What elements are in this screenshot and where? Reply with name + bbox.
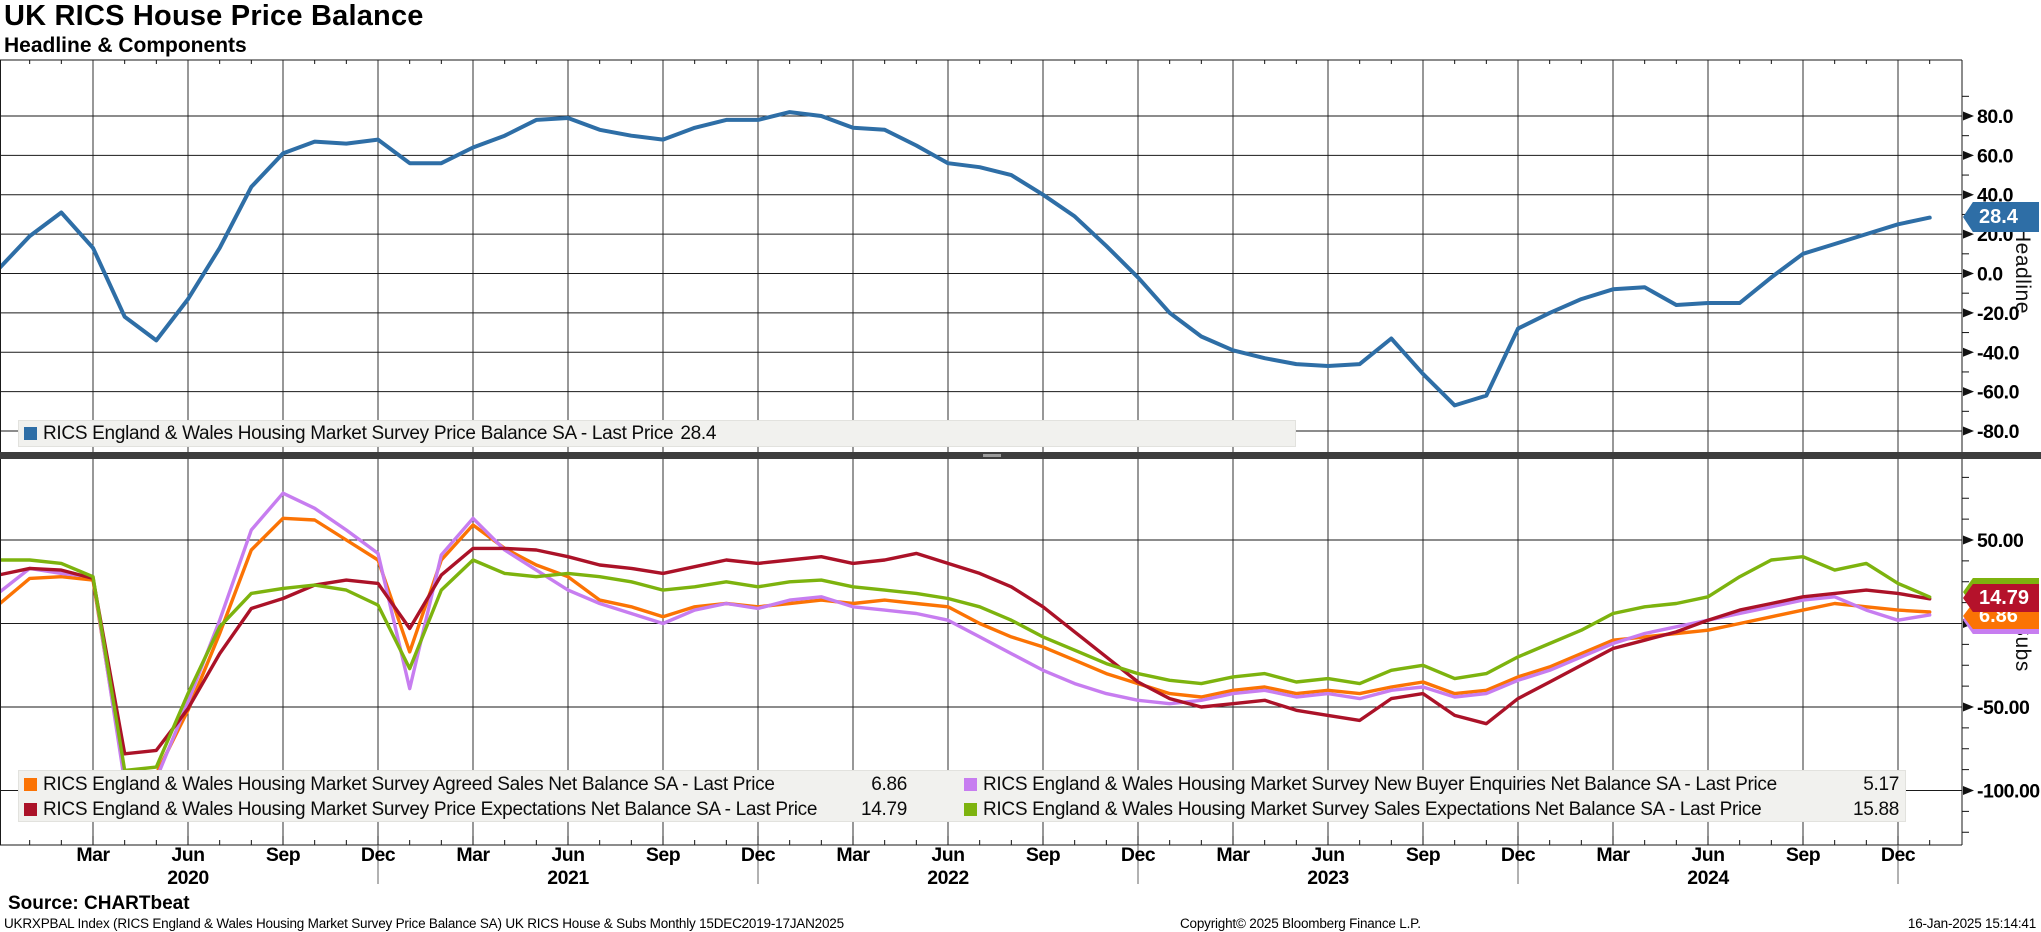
svg-text:Mar: Mar	[836, 844, 870, 866]
svg-text:60.0: 60.0	[1977, 145, 2014, 167]
axis-tick-labels: 80.060.040.020.00.0-20.0-40.0-60.0-80.05…	[76, 106, 2040, 889]
svg-text:Sep: Sep	[1026, 844, 1061, 866]
legend-value-price-expectations: 14.79	[860, 798, 907, 820]
svg-text:Jun: Jun	[1311, 844, 1344, 866]
svg-text:Jun: Jun	[931, 844, 964, 866]
legend-value-price-balance: 28.4	[680, 422, 717, 444]
svg-text:Jun: Jun	[171, 844, 204, 866]
legend-label-price-balance: RICS England & Wales Housing Market Surv…	[43, 422, 674, 444]
svg-text:Dec: Dec	[361, 844, 396, 866]
svg-text:Sep: Sep	[646, 844, 681, 866]
svg-text:-100.00: -100.00	[1977, 781, 2040, 803]
svg-text:Dec: Dec	[1881, 844, 1916, 866]
page-subtitle: Headline & Components	[4, 34, 247, 57]
svg-text:-80.0: -80.0	[1977, 421, 2020, 443]
svg-text:2024: 2024	[1687, 867, 1729, 889]
legend-item-sales-expectations[interactable]: RICS England & Wales Housing Market Surv…	[959, 799, 1907, 821]
svg-text:Mar: Mar	[1216, 844, 1250, 866]
svg-text:-50.00: -50.00	[1977, 697, 2030, 719]
svg-text:Sep: Sep	[266, 844, 301, 866]
svg-text:Mar: Mar	[76, 844, 110, 866]
svg-text:2023: 2023	[1307, 867, 1349, 889]
legend-swatch-price-expectations	[24, 803, 37, 816]
svg-text:50.00: 50.00	[1977, 530, 2024, 552]
legend-item-new-buyer-enquiries[interactable]: RICS England & Wales Housing Market Surv…	[959, 774, 1907, 796]
svg-text:Mar: Mar	[456, 844, 490, 866]
legend-value-sales-expectations: 15.88	[1852, 798, 1899, 820]
footer-timestamp: 16-Jan-2025 15:14:41	[1907, 916, 2036, 931]
last-price-tag-price-expectations[interactable]: 14.79	[1963, 584, 2039, 612]
legend-item-agreed-sales[interactable]: RICS England & Wales Housing Market Surv…	[19, 774, 959, 796]
svg-text:Jun: Jun	[1691, 844, 1724, 866]
panel-borders	[0, 59, 2041, 846]
svg-text:Mar: Mar	[1596, 844, 1630, 866]
legend-item-price-expectations[interactable]: RICS England & Wales Housing Market Surv…	[19, 799, 959, 821]
series-lines	[0, 110, 1932, 784]
panel-resize-handle	[983, 454, 1001, 457]
svg-text:80.0: 80.0	[1977, 106, 2014, 128]
page-title: UK RICS House Price Balance	[4, 0, 424, 32]
last-price-tag-headline[interactable]: 28.4	[1963, 202, 2039, 232]
svg-text:-20.0: -20.0	[1977, 303, 2020, 325]
legend-value-agreed-sales: 6.86	[871, 773, 907, 795]
legend-subs[interactable]: RICS England & Wales Housing Market Surv…	[18, 770, 1906, 822]
source-line: Source: CHARTbeat	[8, 893, 190, 914]
legend-label-price-expectations: RICS England & Wales Housing Market Surv…	[43, 798, 818, 820]
legend-headline[interactable]: RICS England & Wales Housing Market Surv…	[18, 420, 1296, 447]
svg-text:2020: 2020	[167, 867, 209, 889]
svg-text:2021: 2021	[547, 867, 589, 889]
legend-label-new-buyer-enquiries: RICS England & Wales Housing Market Surv…	[983, 773, 1777, 795]
axis-label-subs: Subs	[2011, 622, 2034, 672]
legend-value-new-buyer-enquiries: 5.17	[1863, 773, 1899, 795]
legend-swatch-sales-expectations	[964, 803, 977, 816]
footer-security-info: UKRXPBAL Index (RICS England & Wales Hou…	[4, 916, 844, 931]
svg-text:-60.0: -60.0	[1977, 382, 2020, 404]
svg-text:Dec: Dec	[1121, 844, 1156, 866]
legend-label-agreed-sales: RICS England & Wales Housing Market Surv…	[43, 773, 775, 795]
svg-text:Dec: Dec	[1501, 844, 1536, 866]
legend-swatch-agreed-sales	[24, 778, 37, 791]
svg-text:-40.0: -40.0	[1977, 342, 2020, 364]
svg-text:Jun: Jun	[551, 844, 584, 866]
axis-label-headline: Headline	[2011, 227, 2034, 314]
svg-text:40.0: 40.0	[1977, 185, 2014, 207]
axis-ticks	[29, 60, 1974, 884]
svg-text:2022: 2022	[927, 867, 969, 889]
svg-text:Dec: Dec	[741, 844, 776, 866]
svg-text:Sep: Sep	[1406, 844, 1441, 866]
legend-swatch-new-buyer-enquiries	[964, 778, 977, 791]
legend-swatch-price-balance	[24, 427, 37, 440]
legend-label-sales-expectations: RICS England & Wales Housing Market Surv…	[983, 798, 1762, 820]
svg-text:0.0: 0.0	[1977, 264, 2003, 286]
footer-copyright: Copyright© 2025 Bloomberg Finance L.P.	[1180, 916, 1421, 931]
svg-text:Sep: Sep	[1786, 844, 1821, 866]
